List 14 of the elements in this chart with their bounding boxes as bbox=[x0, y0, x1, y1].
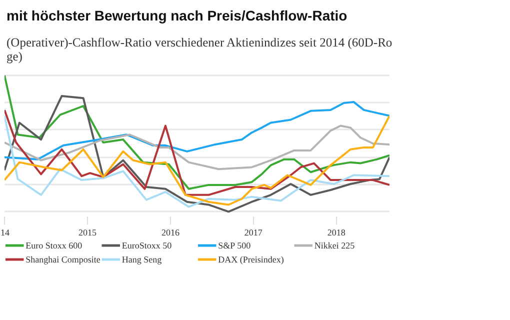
x-tick-label: 2018 bbox=[327, 228, 346, 238]
legend-label: DAX (Preisindex) bbox=[218, 254, 284, 264]
chart-title: mit höchster Bewertung nach Preis/Cashflow-Ratio bbox=[6, 8, 348, 24]
x-tick-label: 2017 bbox=[244, 228, 263, 238]
x-tick-label: 14 bbox=[0, 228, 10, 238]
legend-label: Shanghai Composite bbox=[26, 254, 100, 264]
legend-label: Hang Seng bbox=[122, 254, 162, 264]
legend-label: EuroStoxx 50 bbox=[122, 240, 172, 250]
chart-subtitle: (Operativer)-Cashflow-Ratio verschiedener Aktienindizes seit 2014 (60D-Ro ge) bbox=[6, 36, 392, 64]
legend-label: Euro Stoxx 600 bbox=[26, 240, 83, 250]
x-tick-label: 2015 bbox=[78, 228, 97, 238]
x-tick-label: 2016 bbox=[161, 228, 180, 238]
legend-label: S&P 500 bbox=[218, 240, 252, 250]
legend-label: Nikkei 225 bbox=[314, 240, 356, 250]
